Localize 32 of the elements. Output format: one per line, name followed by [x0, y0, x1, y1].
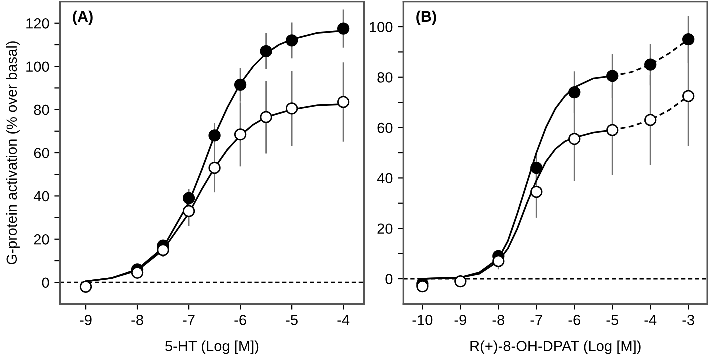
y-axis-title: G-protein activation (% over basal) [6, 42, 20, 265]
x-tick-label: -6 [234, 315, 246, 326]
x-tick-label: -5 [286, 315, 298, 326]
x-tick-label: -9 [80, 315, 92, 326]
y-tick-label: 120 [26, 18, 50, 29]
y-tick-label: 60 [378, 122, 393, 134]
y-tick-label: 100 [26, 62, 50, 72]
x-tick-label: -7 [183, 315, 195, 326]
y-tick-label: 0 [386, 274, 393, 284]
text: (A) [73, 10, 93, 26]
y-tick-label: 20 [34, 234, 50, 245]
y-tick-label: 20 [378, 224, 393, 234]
x-axis-title: R(+)-8-OH-DPAT (Log [M]) [470, 340, 641, 354]
y-tick-label: 40 [34, 191, 50, 202]
y-tick-label: 60 [34, 148, 50, 158]
x-tick-label: -10 [412, 315, 433, 326]
text: (B) [416, 10, 436, 26]
y-tick-label: 0 [42, 278, 50, 288]
y-tick-label: 40 [377, 173, 393, 184]
x-tick-label: -4 [338, 315, 350, 326]
x-tick-label: -3 [682, 315, 694, 326]
x-tick-label: -8 [132, 315, 144, 326]
x-tick-label: -8 [492, 315, 504, 326]
x-tick-label: -7 [530, 315, 542, 326]
x-tick-label: -6 [568, 315, 580, 326]
y-tick-label: 100 [370, 22, 393, 32]
y-tick-label: 80 [34, 104, 50, 116]
x-axis-title: 5-HT (Log [M]) [166, 340, 259, 354]
x-tick-label: -9 [454, 315, 466, 326]
y-tick-label: 80 [378, 72, 393, 83]
x-tick-label: -5 [606, 315, 618, 326]
x-tick-label: -4 [644, 315, 657, 326]
